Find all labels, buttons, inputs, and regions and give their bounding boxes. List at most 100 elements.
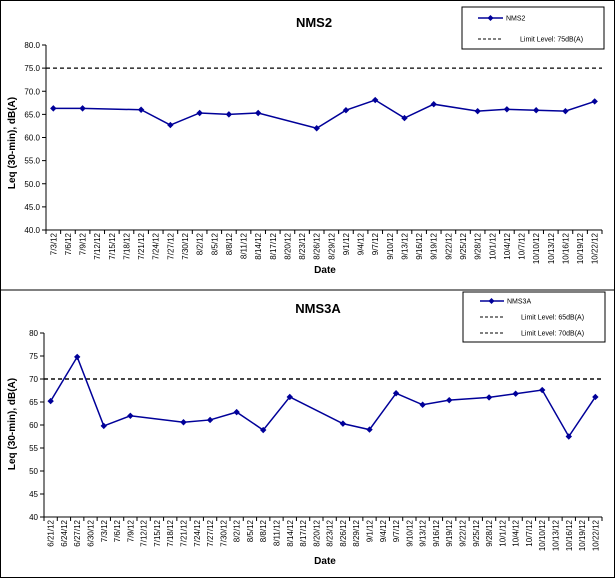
x-tick-label: 10/22/12 <box>591 519 600 551</box>
x-tick-label: 6/21/12 <box>47 519 56 546</box>
data-point <box>503 106 511 113</box>
data-point <box>446 396 453 404</box>
x-tick-label: 10/19/12 <box>576 232 585 264</box>
y-tick-label: 60 <box>29 421 38 430</box>
data-point <box>401 114 408 122</box>
x-tick-label: 7/27/12 <box>206 519 215 546</box>
data-point <box>260 426 267 434</box>
x-tick-label: 8/2/12 <box>196 232 205 255</box>
x-tick-label: 8/5/12 <box>246 519 255 542</box>
x-tick-label: 9/16/12 <box>432 519 441 546</box>
x-tick-label: 9/10/12 <box>386 232 395 259</box>
x-tick-label: 8/23/12 <box>326 519 335 546</box>
x-tick-label: 9/19/12 <box>445 519 454 546</box>
x-tick-label: 8/8/12 <box>225 232 234 255</box>
data-point <box>532 107 540 114</box>
chart-nms2: NMS2 Leq (30-min), dB(A) Date 40.0 45.0 50… <box>7 6 605 276</box>
legend-limit-label: Limit Level: 75dB(A) <box>520 37 583 44</box>
data-point <box>137 106 145 113</box>
x-tick-label: 9/4/12 <box>357 232 366 255</box>
plot-area: 40 45 50 55 60 65 70 75 80 6/21/12 6/24/12 6/27/12 6… <box>29 329 603 551</box>
x-tick-label: 10/7/12 <box>525 519 534 546</box>
x-tick-label: 7/21/12 <box>137 232 146 259</box>
x-tick-label: 9/19/12 <box>430 232 439 259</box>
y-tick-label: 75 <box>29 352 38 361</box>
y-tick-label: 50.0 <box>24 180 40 189</box>
x-tick-label: 9/22/12 <box>444 232 453 259</box>
x-tick-label: 9/13/12 <box>419 519 428 546</box>
x-tick-label: 9/25/12 <box>459 232 468 259</box>
data-point <box>100 422 107 430</box>
legend: NMS2 Limit Level: 75dB(A) <box>461 6 605 50</box>
data-point <box>79 105 86 112</box>
x-tick-label: 7/21/12 <box>180 519 189 546</box>
data-point <box>539 386 546 394</box>
x-tick-label: 7/12/12 <box>93 232 102 259</box>
x-tick-label: 6/30/12 <box>87 519 96 546</box>
x-tick-label: 9/7/12 <box>371 232 380 255</box>
data-point <box>286 393 293 401</box>
data-point <box>225 111 233 118</box>
x-tick-label: 9/16/12 <box>415 232 424 259</box>
data-point <box>512 390 519 397</box>
legend-limit-label: Limit Level: 70dB(A) <box>521 331 584 338</box>
data-point <box>313 125 320 132</box>
x-tick-label: 9/10/12 <box>405 519 414 546</box>
data-point <box>591 98 598 105</box>
x-tick-label: 8/11/12 <box>273 519 282 546</box>
x-tick-label: 8/29/12 <box>327 232 336 259</box>
data-point <box>474 107 481 115</box>
data-point <box>254 109 262 117</box>
x-tick-label: 10/4/12 <box>503 232 512 259</box>
x-tick-label: 7/9/12 <box>126 519 135 542</box>
x-tick-label: 9/25/12 <box>472 519 481 546</box>
x-tick-label: 7/30/12 <box>219 519 228 546</box>
y-tick-label: 45 <box>29 490 38 499</box>
y-tick-label: 50 <box>29 467 38 476</box>
data-point <box>127 412 134 419</box>
x-tick-label: 7/3/12 <box>100 519 109 542</box>
legend: NMS3A Limit Level: 65dB(A) Limit Level: … <box>462 291 606 343</box>
x-tick-label: 10/7/12 <box>518 232 527 259</box>
x-tick-label: 9/4/12 <box>379 519 388 542</box>
x-tick-label: 8/14/12 <box>254 232 263 259</box>
x-tick-label: 10/1/12 <box>498 519 507 546</box>
data-point <box>167 121 174 129</box>
x-tick-label: 9/13/12 <box>400 232 409 259</box>
y-axis-title: Leq (30-min), dB(A) <box>7 378 18 470</box>
x-tick-label: 6/24/12 <box>60 519 69 546</box>
x-tick-label: 8/17/12 <box>269 232 278 259</box>
data-point <box>50 105 57 112</box>
legend-box <box>461 6 605 50</box>
legend-series-label: NMS3A <box>507 299 531 306</box>
x-tick-label: 8/26/12 <box>339 519 348 546</box>
y-tick-label: 80.0 <box>24 41 40 50</box>
x-tick-label: 7/6/12 <box>64 232 73 255</box>
x-tick-label: 8/2/12 <box>233 519 242 542</box>
x-tick-label: 10/13/12 <box>547 232 556 264</box>
x-tick-label: 8/11/12 <box>240 232 249 259</box>
legend-limit-label: Limit Level: 65dB(A) <box>521 315 584 322</box>
y-tick-label: 75.0 <box>24 64 40 73</box>
x-tick-label: 9/22/12 <box>459 519 468 546</box>
chart-title: NMS3A <box>295 301 341 316</box>
x-tick-label: 10/16/12 <box>561 232 570 264</box>
data-point <box>180 419 187 426</box>
y-tick-label: 40.0 <box>24 226 40 235</box>
x-tick-label: 10/4/12 <box>512 519 521 546</box>
data-point <box>419 401 426 408</box>
x-tick-label: 10/10/12 <box>538 519 547 551</box>
data-point <box>485 394 493 401</box>
x-tick-label: 10/10/12 <box>532 232 541 264</box>
y-tick-label: 45.0 <box>24 203 40 212</box>
plot-area: 40.0 45.0 50.0 55.0 60.0 65.0 70.0 75.0 80.0 7/3/… <box>24 41 603 264</box>
x-tick-label: 9/7/12 <box>392 519 401 542</box>
x-tick-label: 7/24/12 <box>152 232 161 259</box>
legend-series-label: NMS2 <box>506 16 526 23</box>
x-tick-label: 9/1/12 <box>342 232 351 255</box>
y-tick-label: 80 <box>29 329 38 338</box>
data-point <box>430 101 437 108</box>
x-tick-label: 7/15/12 <box>153 519 162 546</box>
chart-title: NMS2 <box>296 15 332 30</box>
